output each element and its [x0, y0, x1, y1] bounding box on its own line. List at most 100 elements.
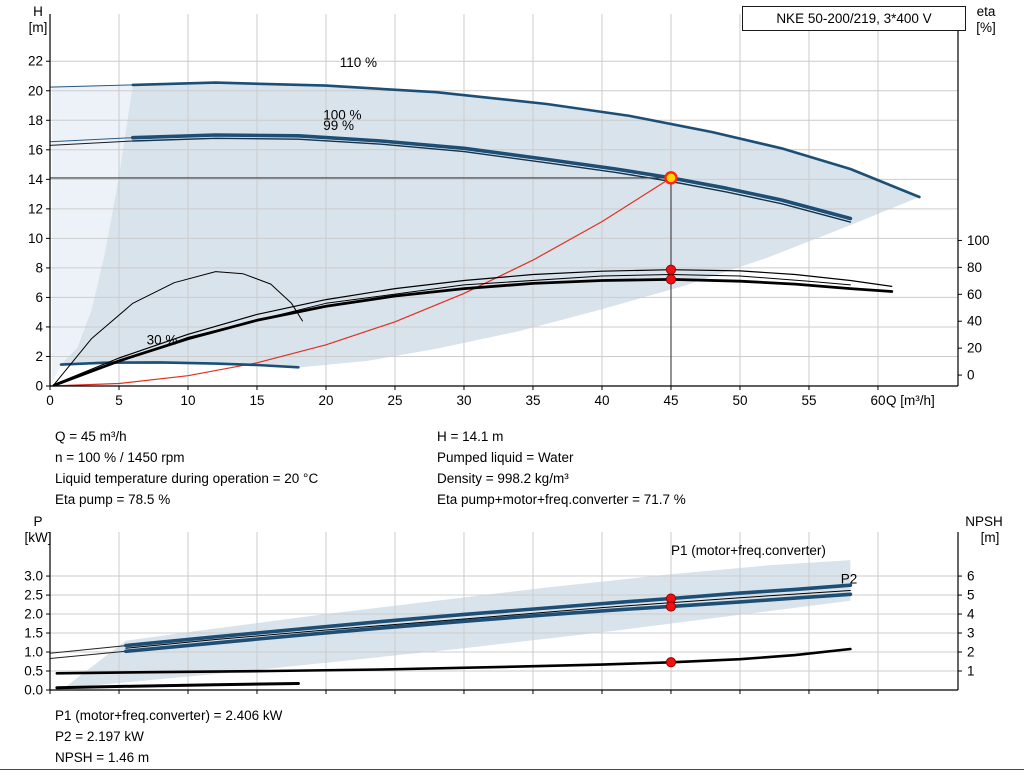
y-tick-label-left: 6	[35, 290, 43, 305]
y-tick-label-right: 6	[967, 569, 975, 584]
y-tick-label-right: 0	[967, 368, 975, 383]
x-tick-label: 15	[249, 393, 264, 408]
p1-ext	[49, 645, 127, 654]
curve-110-ext	[49, 84, 134, 88]
y-tick-label-right: 4	[967, 607, 975, 622]
axis-title: [m]	[981, 530, 1000, 545]
curve-label: 110 %	[340, 55, 377, 70]
x-tick-label: 25	[387, 393, 402, 408]
y-tick-label-right: 3	[967, 626, 975, 641]
eta-pump-curve	[53, 269, 893, 386]
x-tick-label: 50	[732, 393, 747, 408]
info-line-head: H = 14.1 m	[437, 429, 504, 444]
x-tick-label: 20	[318, 393, 333, 408]
info-line-temperature: Liquid temperature during operation = 20…	[55, 471, 319, 486]
result-dot-marker	[665, 264, 677, 275]
x-tick-label: 30	[456, 393, 471, 408]
result-dot-marker	[665, 657, 677, 668]
p2-ext	[49, 650, 127, 659]
pump-model-title: NKE 50-200/219, 3*400 V	[742, 6, 966, 31]
y-tick-label-right: 100	[967, 233, 990, 248]
info-line-density: Density = 998.2 kg/m³	[437, 471, 569, 486]
axis-title: NPSH	[965, 514, 1003, 529]
y-tick-label-left: 4	[35, 319, 43, 334]
y-tick-label-left: 22	[28, 54, 43, 69]
eta-reduced-arc	[53, 271, 303, 385]
p1-curve	[124, 583, 853, 648]
bottom-divider	[0, 769, 1024, 770]
pump-model-label: NKE 50-200/219, 3*400 V	[776, 11, 932, 26]
y-tick-label-left: 20	[28, 83, 43, 98]
info-line-eta-total: Eta pump+motor+freq.converter = 71.7 %	[437, 492, 686, 507]
y-tick-label-right: 80	[967, 260, 982, 275]
y-tick-label-left: 1.0	[24, 645, 43, 660]
axis-title: H	[33, 4, 43, 19]
x-tick-label: 55	[801, 393, 816, 408]
y-tick-label-left: 1.5	[24, 626, 43, 641]
curve-99	[132, 137, 852, 223]
curve-label: 30 %	[147, 333, 178, 348]
y-tick-label-left: 3.0	[24, 569, 43, 584]
curve-label: P1 (motor+freq.converter)	[671, 543, 826, 558]
system-curve	[49, 177, 672, 387]
y-tick-label-left: 2.0	[24, 607, 43, 622]
x-axis-title: Q [m³/h]	[886, 393, 935, 408]
x-tick-label: 40	[594, 393, 609, 408]
y-tick-label-right: 60	[967, 287, 982, 302]
p-low-speed-curve	[55, 682, 300, 690]
curve-label: 100 %	[323, 108, 361, 123]
x-tick-label: 5	[115, 393, 123, 408]
p2-curve	[124, 592, 853, 654]
y-tick-label-right: 20	[967, 341, 982, 356]
power-info: P1 (motor+freq.converter) = 2.406 kW P2 …	[55, 705, 282, 768]
info-line-liquid: Pumped liquid = Water	[437, 450, 574, 465]
hq-chart: 110 %100 %99 %30 %0 5 10 15 20 25 30 35 40 45 50 55…	[28, 4, 996, 408]
x-tick-label: 60	[870, 393, 885, 408]
axis-title: [%]	[976, 20, 996, 35]
info-line-speed: n = 100 % / 1450 rpm	[55, 450, 185, 465]
x-tick-label: 45	[663, 393, 678, 408]
y-tick-label-right: 5	[967, 588, 975, 603]
axis-title: [kW]	[25, 530, 52, 545]
curve-99-ext	[49, 140, 134, 146]
x-tick-label: 35	[525, 393, 540, 408]
power-npsh-chart: P1 (motor+freq.converter)P20.00.51.01.52…	[24, 514, 1003, 698]
x-tick-label: 0	[46, 393, 54, 408]
y-tick-label-right: 1	[967, 664, 975, 679]
y-tick-label-left: 16	[28, 142, 43, 157]
power-envelope	[63, 560, 851, 689]
x-tick-label: 10	[180, 393, 195, 408]
y-tick-label-left: 10	[28, 231, 43, 246]
axis-title: [m]	[29, 20, 48, 35]
duty-info-left: Q = 45 m³/h n = 100 % / 1450 rpm Liquid …	[55, 426, 318, 510]
y-tick-label-right: 40	[967, 314, 982, 329]
info-line-p2: P2 = 2.197 kW	[55, 729, 144, 744]
axis-title: P	[33, 514, 42, 529]
y-tick-label-left: 0.0	[24, 683, 43, 698]
y-tick-label-left: 2.5	[24, 588, 43, 603]
curve-100-ext	[49, 137, 134, 143]
speed-envelope	[61, 82, 920, 368]
info-line-eta-pump: Eta pump = 78.5 %	[55, 492, 171, 507]
axis-title: eta	[977, 4, 996, 19]
p-thin-curve	[125, 590, 851, 649]
duty-info-right: H = 14.1 m Pumped liquid = Water Density…	[437, 426, 686, 510]
result-dot-marker	[665, 601, 677, 612]
curve-30	[59, 361, 300, 369]
curve-100	[131, 133, 853, 221]
y-tick-label-left: 12	[28, 201, 43, 216]
curve-label: P2	[841, 572, 858, 587]
y-tick-label-left: 2	[35, 349, 43, 364]
info-line-npsh: NPSH = 1.46 m	[55, 750, 150, 765]
curve-label: 99 %	[323, 118, 354, 133]
y-tick-label-left: 0.5	[24, 664, 43, 679]
envelope-pale	[52, 84, 133, 384]
npsh-curve	[55, 647, 852, 675]
y-tick-label-right: 2	[967, 645, 975, 660]
y-tick-label-left: 18	[28, 113, 43, 128]
operating-point-marker[interactable]	[664, 171, 678, 185]
eta-total-curve	[52, 277, 894, 387]
y-tick-label-left: 0	[35, 379, 43, 394]
info-line-q: Q = 45 m³/h	[55, 429, 127, 444]
